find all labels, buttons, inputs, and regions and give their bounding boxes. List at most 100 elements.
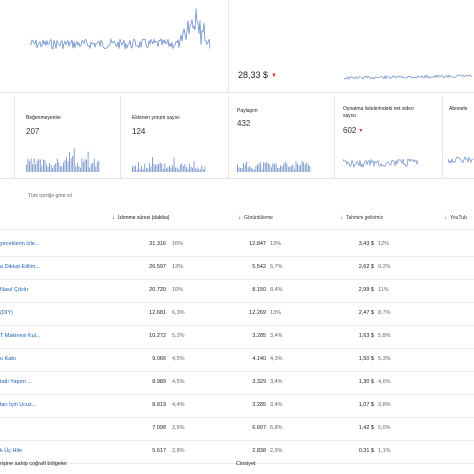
- watch-time-value: 12.681: [149, 310, 166, 316]
- views-percent: 3,4%: [270, 379, 283, 385]
- table-filter-label[interactable]: Tüm içeriğe göre sıl: [28, 193, 72, 199]
- table-row[interactable]: ları İçin Ucuz... 8.819 4,4% 3.285 3,4% 1,07 …: [0, 394, 474, 417]
- video-title-link[interactable]: u Kabı: [0, 356, 16, 362]
- card-divider: [14, 96, 15, 178]
- revenue-value: 2,47 $: [358, 310, 374, 316]
- watch-time-percent: 2,8%: [172, 448, 185, 454]
- table-row[interactable]: u Kabı 9.066 4,5% 4.140 4,3% 1,50 $ 5,3%: [0, 348, 474, 371]
- video-title-link[interactable]: T Makinesi Kul...: [0, 333, 41, 339]
- video-title-link[interactable]: a Dikkat Edilm...: [0, 264, 40, 270]
- revenue-percent: 5,0%: [378, 425, 391, 431]
- card-divider: [442, 96, 443, 178]
- sort-arrow-icon: ↓: [112, 215, 115, 221]
- row-divider: [0, 302, 474, 303]
- geography-section-title: rişine sahip coğrafi bölgeler: [0, 461, 67, 467]
- watch-time-percent: 5,2%: [172, 333, 185, 339]
- video-title-link[interactable]: (DIY): [0, 310, 13, 316]
- watch-time-trend-sparkline: [29, 8, 211, 50]
- table-row[interactable]: Nasıl Çıkılır 20.720 10% 8.150 8,4% 2,99 $ 11%: [0, 279, 474, 302]
- header-text: İzlenme süresi (dakika): [118, 215, 170, 221]
- watch-time-value: 8.989: [152, 379, 166, 385]
- views-value: 12.269: [249, 310, 266, 316]
- video-title-link[interactable]: tatlı Yapım ...: [0, 379, 32, 385]
- gender-section-title: Cinsiyet: [236, 461, 256, 467]
- header-text: Görüntüleme: [244, 215, 273, 221]
- card-label: Beğenmeyenler: [26, 115, 62, 121]
- column-header-views[interactable]: ↓ Görüntüleme: [238, 215, 273, 221]
- revenue-value: 1,07 $: [358, 402, 374, 408]
- header-text: Tahmini gelirimiz: [346, 215, 383, 221]
- row-divider: [0, 279, 474, 280]
- header-divider: [0, 229, 474, 230]
- views-value: 2.838: [252, 448, 266, 454]
- revenue-percent: 4,6%: [378, 379, 391, 385]
- revenue-trend-sparkline: [343, 74, 473, 80]
- sort-arrow-icon: ↓: [238, 215, 241, 221]
- revenue-percent: 12%: [378, 241, 390, 247]
- cards-top-divider: [0, 92, 474, 93]
- card-label: Abonele: [449, 106, 468, 112]
- table-row[interactable]: a Dikkat Edilm... 26.597 13% 5.542 5,7% 2,62 …: [0, 256, 474, 279]
- table-row[interactable]: tatlı Yapım ... 8.989 4,5% 3.329 3,4% 1,30 $ 4…: [0, 371, 474, 394]
- views-percent: 13%: [270, 241, 282, 247]
- watch-time-value: 9.066: [152, 356, 166, 362]
- views-value: 6.607: [252, 425, 266, 431]
- revenue-percent: 3,8%: [378, 402, 391, 408]
- video-title-link[interactable]: ları İçin Ucuz...: [0, 402, 37, 408]
- sort-arrow-icon: ↓: [444, 215, 447, 221]
- views-percent: 5,7%: [270, 264, 283, 270]
- views-value: 5.542: [252, 264, 266, 270]
- revenue-value: 1,30 $: [358, 379, 374, 385]
- table-row[interactable]: k Üç Hile 5.617 2,8% 2.838 2,9% 0,31 $ 1,1%: [0, 440, 474, 463]
- column-header-youtube[interactable]: ↓ YouTub: [444, 215, 467, 221]
- revenue-value: 2,62 $: [358, 264, 374, 270]
- card-label: Paylaşım: [237, 108, 258, 114]
- row-divider: [0, 325, 474, 326]
- top-panel-divider: [228, 0, 229, 92]
- card-value: 432: [237, 119, 251, 128]
- video-title-link[interactable]: yeceklerin İzle...: [0, 241, 40, 247]
- revenue-percent: 8,7%: [378, 310, 391, 316]
- revenue-value: 1,50 $: [358, 356, 374, 362]
- video-title-link[interactable]: Nasıl Çıkılır: [0, 287, 29, 293]
- table-row[interactable]: T Makinesi Kul... 10.272 5,2% 3.285 3,4% 1,63…: [0, 325, 474, 348]
- revenue-percent: 1,1%: [378, 448, 391, 454]
- table-row[interactable]: 7.098 3,5% 6.607 6,8% 1,42 $ 5,0%: [0, 417, 474, 440]
- views-value: 3.285: [252, 402, 266, 408]
- table-row[interactable]: (DIY) 12.681 6,3% 12.269 13% 2,47 $ 8,7%: [0, 302, 474, 325]
- views-percent: 6,8%: [270, 425, 283, 431]
- watch-time-value: 8.819: [152, 402, 166, 408]
- views-percent: 8,4%: [270, 287, 283, 293]
- cards-bottom-divider: [0, 178, 474, 179]
- watch-time-percent: 4,5%: [172, 379, 185, 385]
- card-sparkline: [26, 148, 100, 172]
- watch-time-percent: 3,5%: [172, 425, 185, 431]
- views-value: 4.140: [252, 356, 266, 362]
- table-row[interactable]: yeceklerin İzle... 31.316 16% 12.847 13% 3,43…: [0, 233, 474, 256]
- column-header-watch-time[interactable]: ↓ İzlenme süresi (dakika): [112, 215, 169, 221]
- revenue-value: 1,63 $: [358, 333, 374, 339]
- sort-arrow-icon: ↓: [340, 215, 343, 221]
- revenue-value: 1,42 $: [358, 425, 374, 431]
- card-label: Eklenen yorum sayısı: [132, 115, 180, 121]
- card-divider: [120, 96, 121, 178]
- watch-time-value: 5.617: [152, 448, 166, 454]
- revenue-percent: 9,2%: [378, 264, 391, 270]
- card-value-text: 602: [343, 126, 357, 135]
- watch-time-percent: 4,5%: [172, 356, 185, 362]
- watch-time-value: 7.098: [152, 425, 166, 431]
- row-divider: [0, 256, 474, 257]
- column-header-revenue[interactable]: ↓ Tahmini gelirimiz: [340, 215, 383, 221]
- card-value: 207: [26, 127, 40, 136]
- views-value: 3.285: [252, 333, 266, 339]
- video-title-link[interactable]: k Üç Hile: [0, 448, 23, 454]
- card-divider: [334, 96, 335, 178]
- card-value: 602 ▼: [343, 126, 363, 135]
- revenue-percent: 5,3%: [378, 356, 391, 362]
- views-percent: 3,4%: [270, 402, 283, 408]
- trend-down-icon: ▼: [271, 73, 277, 79]
- card-sparkline: [447, 156, 474, 164]
- card-divider: [228, 96, 229, 178]
- card-label-text: Oynatma listelerindeki net video sayısı: [343, 106, 414, 119]
- card-sparkline: [342, 158, 419, 169]
